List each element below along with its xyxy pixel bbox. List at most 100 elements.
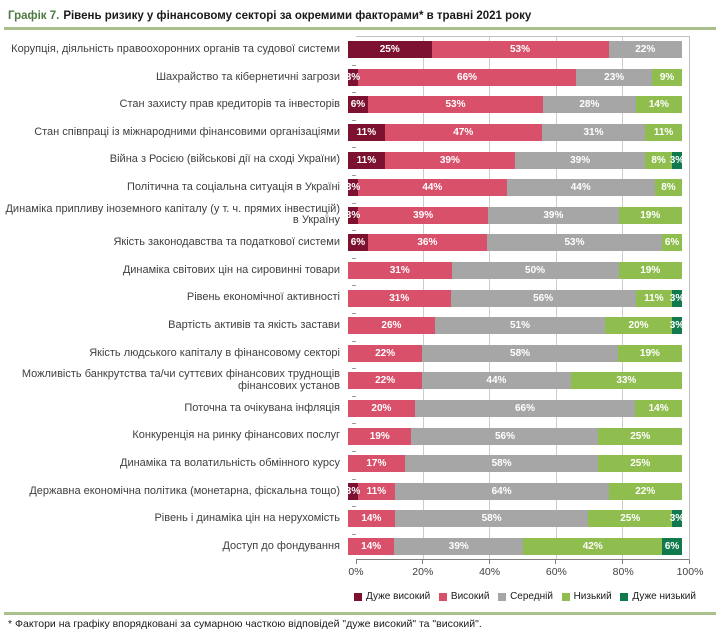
chart-title-text: Рівень ризику у фінансовому секторі за о… — [63, 10, 532, 22]
chart-row: Конкуренція на ринку фінансових послуг 19… — [4, 422, 716, 450]
chart-row: Вартість активів та якість застави 26% 51%… — [4, 312, 716, 340]
legend-swatch — [438, 592, 447, 601]
bar-slot: 25% 53% 22% — [348, 36, 682, 64]
category-label: Корупція, діяльність правоохоронних орга… — [11, 43, 340, 56]
bar-value-label: 39% — [413, 209, 434, 221]
bar-value-label: 3% — [345, 71, 361, 83]
bar-segment: 22% — [608, 482, 682, 500]
bar-segment: 66% — [357, 68, 577, 86]
stacked-bar: 25% 53% 22% — [348, 41, 682, 59]
bar-value-label: 3% — [345, 182, 361, 194]
legend-item: Середній — [498, 591, 553, 602]
bar-segment: 17% — [348, 455, 405, 473]
category-label: Поточна та очікувана інфляція — [184, 401, 340, 414]
category-label: Вартість активів та якість застави — [168, 318, 340, 331]
bar-segment: 3% — [669, 317, 685, 335]
bar-value-label: 19% — [639, 347, 660, 359]
chart-row: Війна з Росією (військові дії на сході У… — [4, 146, 716, 174]
legend-swatch — [561, 592, 570, 601]
legend-label: Високий — [450, 591, 490, 603]
bar-slot: 22% 44% 33% — [348, 367, 682, 395]
bar-value-label: 31% — [583, 127, 604, 139]
bar-value-label: 11% — [356, 154, 377, 166]
bar-value-label: 17% — [366, 458, 387, 470]
stacked-bar: 6% 53% 28% 14% — [348, 96, 682, 114]
bar-segment: 25% — [348, 41, 432, 59]
chart-row: Доступ до фондування 14% 39% 42% 6% — [4, 533, 716, 561]
bar-value-label: 56% — [494, 430, 515, 442]
bar-value-label: 44% — [422, 182, 443, 194]
bar-segment: 11% — [348, 124, 385, 142]
bar-value-label: 8% — [661, 182, 676, 194]
chart-row: Поточна та очікувана інфляція 20% 66% 14% — [4, 395, 716, 423]
bar-segment: 58% — [394, 510, 589, 528]
bar-segment: 42% — [523, 537, 663, 555]
bar-value-label: 25% — [379, 44, 400, 56]
bar-segment: 44% — [506, 179, 655, 197]
bar-value-label: 6% — [350, 237, 366, 249]
legend-label: Дуже високий — [366, 591, 431, 603]
bar-value-label: 3% — [345, 209, 361, 221]
legend-item: Дуже високий — [354, 591, 430, 602]
legend-item: Дуже низький — [620, 591, 696, 602]
bar-value-label: 11% — [644, 292, 664, 304]
bar-value-label: 3% — [669, 320, 685, 332]
bar-segment: 56% — [450, 289, 636, 307]
bar-value-label: 28% — [579, 99, 600, 111]
legend-swatch — [620, 592, 629, 601]
bar-value-label: 3% — [669, 292, 685, 304]
bar-segment: 56% — [411, 427, 599, 445]
bar-slot: 19% 56% 25% — [348, 422, 682, 450]
bar-value-label: 14% — [361, 540, 382, 552]
bar-slot: 6% 53% 28% 14% — [348, 91, 682, 119]
bar-slot: 3% 44% 44% 8% — [345, 174, 682, 202]
legend-label: Середній — [510, 591, 553, 603]
title-divider — [4, 27, 716, 30]
bar-segment: 23% — [576, 68, 653, 86]
chart-row: Стан захисту прав кредиторів та інвестор… — [4, 91, 716, 119]
bar-segment: 31% — [541, 124, 646, 142]
bar-value-label: 22% — [375, 375, 396, 387]
stacked-bar: 11% 47% 31% 11% — [348, 124, 682, 142]
category-label: Динаміка та волатильність обмінного курс… — [120, 456, 340, 469]
bar-value-label: 19% — [369, 430, 390, 442]
bar-segment: 31% — [348, 262, 452, 280]
legend-item: Високий — [438, 591, 490, 603]
stacked-bar: 3% 44% 44% 8% — [345, 179, 682, 197]
bar-value-label: 19% — [640, 209, 661, 221]
bar-value-label: 20% — [628, 320, 649, 332]
category-label: Державна економічна політика (монетарна,… — [29, 484, 340, 497]
bar-slot: 31% 56% 11% 3% — [348, 284, 685, 312]
bar-segment: 3% — [669, 289, 685, 307]
bar-value-label: 39% — [570, 154, 591, 166]
bar-segment: 3% — [345, 206, 361, 224]
bar-segment: 39% — [384, 151, 515, 169]
bar-segment: 25% — [598, 427, 682, 445]
chart-row: Динаміка та волатильність обмінного курс… — [4, 450, 716, 478]
bar-value-label: 44% — [570, 182, 591, 194]
bar-segment: 19% — [618, 206, 682, 224]
legend-item: Низький — [561, 591, 612, 602]
chart-row: Рівень і динаміка цін на нерухомість 14% 5… — [4, 505, 716, 533]
category-label: Рівень і динаміка цін на нерухомість — [154, 512, 340, 525]
bar-value-label: 6% — [664, 540, 680, 552]
category-label: Якість людського капіталу в фінансовому … — [89, 346, 340, 359]
bar-value-label: 14% — [648, 99, 669, 111]
bar-segment: 14% — [635, 400, 682, 418]
stacked-bar: 17% 58% 25% — [348, 455, 682, 473]
stacked-bar: 22% 58% 19% — [348, 344, 682, 362]
bar-value-label: 11% — [366, 485, 387, 497]
bar-slot: 3% 11% 64% 22% — [346, 478, 682, 506]
bar-slot: 6% 36% 53% 6% — [348, 229, 682, 257]
bar-segment: 26% — [348, 317, 435, 335]
bar-value-label: 39% — [439, 154, 460, 166]
x-tick-label: 80% — [612, 566, 634, 579]
bar-segment: 8% — [645, 151, 672, 169]
bar-value-label: 6% — [664, 237, 680, 249]
category-label: Стан захисту прав кредиторів та інвестор… — [119, 98, 340, 111]
bar-value-label: 20% — [371, 403, 392, 415]
bar-value-label: 6% — [350, 99, 366, 111]
bar-value-label: 58% — [510, 347, 531, 359]
stacked-bar: 3% 39% 39% 19% — [345, 206, 682, 224]
category-label: Динаміка світових цін на сировинні товар… — [122, 263, 340, 276]
